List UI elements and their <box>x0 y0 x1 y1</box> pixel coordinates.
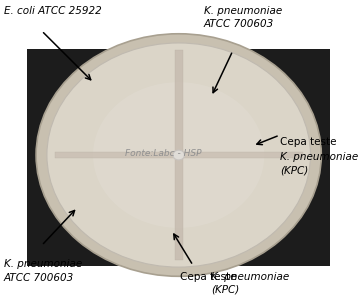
Ellipse shape <box>36 34 321 276</box>
Text: K. pneumoniae
(KPC): K. pneumoniae (KPC) <box>211 272 290 295</box>
Ellipse shape <box>93 82 264 228</box>
Circle shape <box>173 150 184 160</box>
Text: Fonte:Labc - HSP: Fonte:Labc - HSP <box>125 149 201 158</box>
Text: Cepa teste: Cepa teste <box>280 137 336 147</box>
Bar <box>175 50 183 260</box>
Text: E. coli ATCC 25922: E. coli ATCC 25922 <box>4 6 101 16</box>
Text: Cepa teste: Cepa teste <box>180 272 237 282</box>
Text: K. pneumoniae
ATCC 700603: K. pneumoniae ATCC 700603 <box>204 6 282 29</box>
Text: K. pneumoniae
(KPC): K. pneumoniae (KPC) <box>280 152 358 175</box>
Ellipse shape <box>47 43 310 267</box>
Bar <box>27 49 330 266</box>
Text: K. pneumoniae
ATCC 700603: K. pneumoniae ATCC 700603 <box>4 259 82 283</box>
Bar <box>55 152 303 158</box>
